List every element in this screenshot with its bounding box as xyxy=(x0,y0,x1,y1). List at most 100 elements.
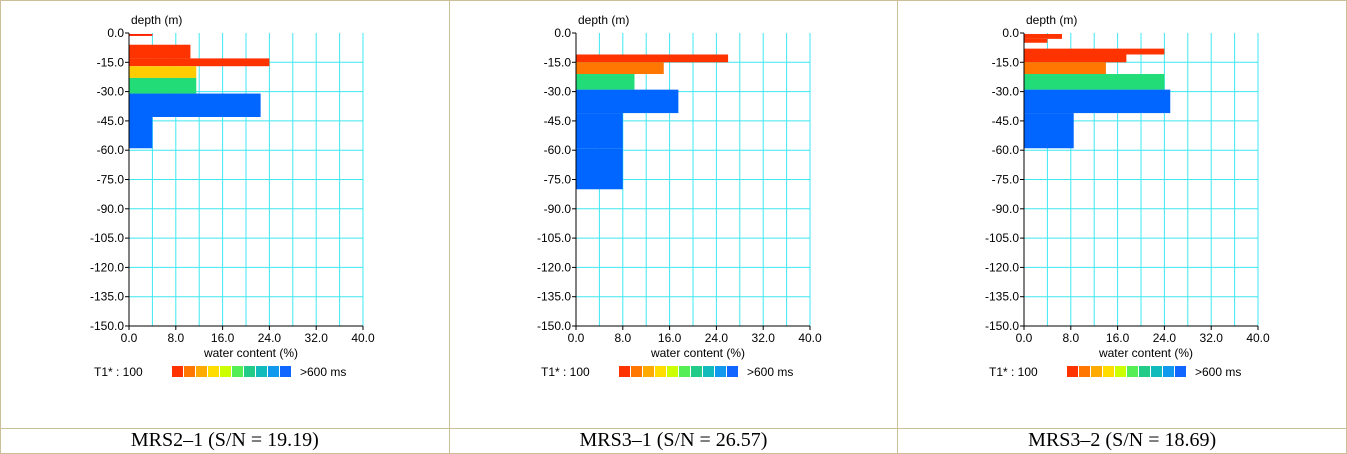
legend-swatch xyxy=(1139,366,1151,377)
legend-prefix: T1* : 100 xyxy=(541,365,590,379)
legend-swatch xyxy=(726,366,738,377)
chart-mrs2-1: 0.0 -15.0 -30.0 -45.0 -60.0 -75.0 -90.0 -105.0 -… xyxy=(90,13,375,379)
y-tick-label: -60.0 xyxy=(992,143,1020,157)
legend-swatch xyxy=(1091,366,1103,377)
x-tick-label: 40.0 xyxy=(798,331,822,345)
y-tick-label: -120.0 xyxy=(985,260,1019,274)
y-tick-label: -75.0 xyxy=(543,173,571,187)
water-content-bar xyxy=(1024,74,1165,90)
y-tick-label: -135.0 xyxy=(90,290,124,304)
y-tick-label: -15.0 xyxy=(97,55,125,69)
water-content-bar xyxy=(129,33,153,36)
x-tick-label: 40.0 xyxy=(1247,331,1271,345)
legend-swatch xyxy=(618,366,630,377)
water-content-bar xyxy=(575,74,635,90)
y-tick-label: -120.0 xyxy=(537,260,571,274)
water-content-bar xyxy=(1024,33,1063,39)
legend-swatch xyxy=(220,366,231,377)
plot-cell-3: 0.0 -15.0 -30.0 -45.0 -60.0 -75.0 -90.0 -105.0 -… xyxy=(897,0,1347,429)
y-axis-title: depth (m) xyxy=(1026,13,1077,27)
legend-swatch xyxy=(654,366,666,377)
water-content-bar xyxy=(129,77,197,94)
water-content-bar xyxy=(129,66,197,78)
x-tick-label: 0.0 xyxy=(121,331,138,345)
legend-suffix: >600 ms xyxy=(1195,365,1241,379)
legend-swatch xyxy=(1151,366,1163,377)
legend-swatch xyxy=(678,366,690,377)
water-content-bar xyxy=(575,148,623,190)
legend-swatch xyxy=(1103,366,1115,377)
water-content-bar xyxy=(1024,62,1107,75)
caption-row: MRS2–1 (S/N = 19.19) MRS3–1 (S/N = 26.57… xyxy=(0,428,1347,454)
y-tick-label: -105.0 xyxy=(537,231,571,245)
water-content-bar xyxy=(1024,89,1171,114)
water-content-bar xyxy=(575,113,623,149)
y-tick-label: -45.0 xyxy=(97,114,125,128)
caption-mrs3-1: MRS3–1 (S/N = 26.57) xyxy=(448,428,899,454)
legend-prefix: T1* : 100 xyxy=(94,365,143,379)
x-tick-label: 0.0 xyxy=(1016,331,1033,345)
legend-swatch xyxy=(172,366,183,377)
x-tick-label: 16.0 xyxy=(1106,331,1130,345)
x-tick-label: 8.0 xyxy=(614,331,631,345)
y-tick-label: -45.0 xyxy=(992,114,1020,128)
x-tick-label: 40.0 xyxy=(351,331,375,345)
x-tick-label: 32.0 xyxy=(1200,331,1224,345)
y-axis-title: depth (m) xyxy=(578,13,629,27)
legend-swatch xyxy=(1115,366,1127,377)
legend-swatch xyxy=(1175,366,1187,377)
legend-swatch xyxy=(244,366,255,377)
y-tick-label: -15.0 xyxy=(992,55,1020,69)
legend-swatch xyxy=(208,366,219,377)
legend-swatch xyxy=(184,366,195,377)
legend-swatch xyxy=(280,366,291,377)
y-tick-label: -75.0 xyxy=(97,173,125,187)
chart-mrs3-2: 0.0 -15.0 -30.0 -45.0 -60.0 -75.0 -90.0 -105.0 -… xyxy=(985,13,1271,379)
y-tick-label: 0.0 xyxy=(1003,26,1020,40)
caption-mrs3-2: MRS3–2 (S/N = 18.69) xyxy=(897,428,1347,454)
x-tick-label: 24.0 xyxy=(1153,331,1177,345)
legend-swatch xyxy=(714,366,726,377)
water-content-bar xyxy=(575,54,728,63)
x-tick-label: 24.0 xyxy=(258,331,282,345)
x-axis-title: water content (%) xyxy=(650,346,745,360)
plot-row: 0.0 -15.0 -30.0 -45.0 -60.0 -75.0 -90.0 -105.0 -… xyxy=(0,0,1347,429)
y-tick-label: -15.0 xyxy=(543,55,571,69)
water-content-bar xyxy=(1024,48,1165,55)
legend-swatch xyxy=(196,366,207,377)
y-tick-label: -90.0 xyxy=(543,202,571,216)
legend-swatch xyxy=(666,366,678,377)
y-tick-label: -105.0 xyxy=(90,231,124,245)
chart-mrs3-1: 0.0 -15.0 -30.0 -45.0 -60.0 -75.0 -90.0 -105.0 -… xyxy=(537,13,822,379)
legend-swatch xyxy=(630,366,642,377)
y-tick-label: -135.0 xyxy=(537,290,571,304)
y-tick-label: -135.0 xyxy=(985,290,1019,304)
x-tick-label: 8.0 xyxy=(167,331,184,345)
y-tick-label: -150.0 xyxy=(90,319,124,333)
legend-suffix: >600 ms xyxy=(747,365,793,379)
x-tick-label: 0.0 xyxy=(567,331,584,345)
y-tick-label: -30.0 xyxy=(543,85,571,99)
y-tick-label: -150.0 xyxy=(985,319,1019,333)
legend-swatch xyxy=(256,366,267,377)
legend-swatch xyxy=(1127,366,1139,377)
water-content-bar xyxy=(575,62,664,75)
legend-prefix: T1* : 100 xyxy=(989,365,1038,379)
y-tick-label: 0.0 xyxy=(554,26,571,40)
water-content-bar xyxy=(1024,54,1127,63)
water-content-bar xyxy=(129,44,191,59)
water-content-bar xyxy=(1024,38,1048,43)
legend-swatch xyxy=(690,366,702,377)
y-tick-label: -30.0 xyxy=(97,85,125,99)
legend-swatch xyxy=(1079,366,1091,377)
water-content-bar xyxy=(129,58,270,67)
x-tick-label: 32.0 xyxy=(751,331,775,345)
y-tick-label: -75.0 xyxy=(992,173,1020,187)
water-content-bar xyxy=(575,89,679,114)
y-tick-label: -60.0 xyxy=(97,143,125,157)
legend-suffix: >600 ms xyxy=(300,365,346,379)
y-tick-label: 0.0 xyxy=(107,26,124,40)
x-tick-label: 32.0 xyxy=(305,331,329,345)
x-tick-label: 16.0 xyxy=(211,331,235,345)
